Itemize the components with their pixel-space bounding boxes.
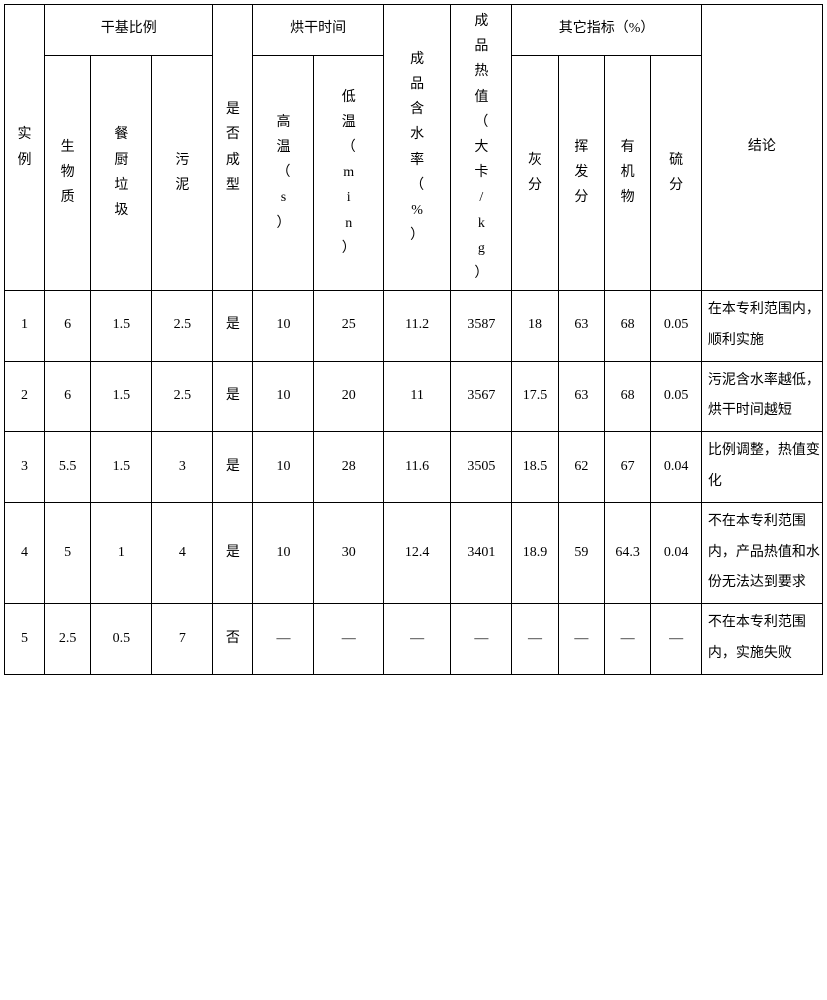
- cell-biomass: 5: [45, 502, 91, 603]
- table-row: 4514是103012.4340118.95964.30.04不在本专利范围内，…: [5, 502, 823, 603]
- cell-ash: 17.5: [512, 361, 558, 432]
- cell-ash: 18: [512, 291, 558, 362]
- cell-volatile: 62: [558, 432, 604, 503]
- cell-organic: —: [604, 604, 650, 675]
- cell-sludge: 3: [152, 432, 213, 503]
- hdr-high-t: 高温（s）: [253, 55, 314, 291]
- cell-organic: 68: [604, 361, 650, 432]
- cell-organic: 68: [604, 291, 650, 362]
- cell-conclusion: 不在本专利范围内，实施失败: [701, 604, 822, 675]
- cell-ash: 18.5: [512, 432, 558, 503]
- table-body: 161.52.5是102511.235871863680.05在本专利范围内，顺…: [5, 291, 823, 675]
- cell-sulfur: 0.04: [651, 432, 702, 503]
- cell-ash: —: [512, 604, 558, 675]
- cell-formed: 是: [213, 502, 253, 603]
- cell-conclusion: 在本专利范围内，顺利实施: [701, 291, 822, 362]
- cell-biomass: 6: [45, 361, 91, 432]
- cell-moisture: 11.2: [383, 291, 450, 362]
- cell-low-t: 30: [314, 502, 383, 603]
- cell-sulfur: 0.04: [651, 502, 702, 603]
- cell-sulfur: 0.05: [651, 291, 702, 362]
- table-row: 35.51.53是102811.6350518.562670.04比例调整，热值…: [5, 432, 823, 503]
- cell-heat: 3401: [451, 502, 512, 603]
- data-table: 实例 干基比例 是否成型 烘干时间 成品含水率（%） 成品热值（大卡/kg） 其…: [4, 4, 823, 675]
- table-row: 261.52.5是102011356717.563680.05污泥含水率越低，烘…: [5, 361, 823, 432]
- cell-high-t: 10: [253, 502, 314, 603]
- cell-low-t: 25: [314, 291, 383, 362]
- cell-conclusion: 不在本专利范围内，产品热值和水份无法达到要求: [701, 502, 822, 603]
- cell-formed: 是: [213, 432, 253, 503]
- cell-heat: 3567: [451, 361, 512, 432]
- cell-low-t: —: [314, 604, 383, 675]
- cell-volatile: 59: [558, 502, 604, 603]
- cell-conclusion: 污泥含水率越低，烘干时间越短: [701, 361, 822, 432]
- cell-heat: —: [451, 604, 512, 675]
- cell-heat: 3587: [451, 291, 512, 362]
- cell-formed: 是: [213, 361, 253, 432]
- cell-high-t: 10: [253, 361, 314, 432]
- table-row: 52.50.57否————————不在本专利范围内，实施失败: [5, 604, 823, 675]
- cell-high-t: 10: [253, 432, 314, 503]
- cell-heat: 3505: [451, 432, 512, 503]
- hdr-volatile: 挥发分: [558, 55, 604, 291]
- cell-kitchen: 0.5: [91, 604, 152, 675]
- cell-moisture: 12.4: [383, 502, 450, 603]
- cell-exp: 5: [5, 604, 45, 675]
- cell-high-t: 10: [253, 291, 314, 362]
- cell-organic: 67: [604, 432, 650, 503]
- cell-conclusion: 比例调整，热值变化: [701, 432, 822, 503]
- hdr-organic: 有机物: [604, 55, 650, 291]
- cell-sludge: 7: [152, 604, 213, 675]
- hdr-low-t: 低温（min）: [314, 55, 383, 291]
- hdr-sulfur: 硫分: [651, 55, 702, 291]
- cell-exp: 4: [5, 502, 45, 603]
- hdr-sludge: 污泥: [152, 55, 213, 291]
- cell-low-t: 20: [314, 361, 383, 432]
- hdr-ash: 灰分: [512, 55, 558, 291]
- hdr-biomass: 生物质: [45, 55, 91, 291]
- cell-organic: 64.3: [604, 502, 650, 603]
- hdr-dry-ratio: 干基比例: [45, 5, 213, 56]
- cell-kitchen: 1.5: [91, 432, 152, 503]
- cell-sludge: 2.5: [152, 361, 213, 432]
- table-header: 实例 干基比例 是否成型 烘干时间 成品含水率（%） 成品热值（大卡/kg） 其…: [5, 5, 823, 291]
- hdr-kitchen: 餐厨垃圾: [91, 55, 152, 291]
- cell-volatile: —: [558, 604, 604, 675]
- cell-moisture: 11: [383, 361, 450, 432]
- cell-kitchen: 1.5: [91, 361, 152, 432]
- cell-high-t: —: [253, 604, 314, 675]
- hdr-conclusion: 结论: [701, 5, 822, 291]
- cell-formed: 是: [213, 291, 253, 362]
- cell-kitchen: 1.5: [91, 291, 152, 362]
- cell-exp: 1: [5, 291, 45, 362]
- cell-sulfur: —: [651, 604, 702, 675]
- hdr-moisture: 成品含水率（%）: [383, 5, 450, 291]
- cell-sludge: 2.5: [152, 291, 213, 362]
- cell-sludge: 4: [152, 502, 213, 603]
- cell-sulfur: 0.05: [651, 361, 702, 432]
- cell-volatile: 63: [558, 291, 604, 362]
- hdr-exp: 实例: [5, 5, 45, 291]
- cell-exp: 2: [5, 361, 45, 432]
- hdr-other: 其它指标（%）: [512, 5, 702, 56]
- cell-biomass: 2.5: [45, 604, 91, 675]
- hdr-formed: 是否成型: [213, 5, 253, 291]
- cell-kitchen: 1: [91, 502, 152, 603]
- cell-exp: 3: [5, 432, 45, 503]
- cell-formed: 否: [213, 604, 253, 675]
- cell-biomass: 5.5: [45, 432, 91, 503]
- cell-moisture: 11.6: [383, 432, 450, 503]
- hdr-dry-time: 烘干时间: [253, 5, 384, 56]
- table-row: 161.52.5是102511.235871863680.05在本专利范围内，顺…: [5, 291, 823, 362]
- cell-biomass: 6: [45, 291, 91, 362]
- cell-ash: 18.9: [512, 502, 558, 603]
- cell-volatile: 63: [558, 361, 604, 432]
- cell-moisture: —: [383, 604, 450, 675]
- hdr-heat: 成品热值（大卡/kg）: [451, 5, 512, 291]
- cell-low-t: 28: [314, 432, 383, 503]
